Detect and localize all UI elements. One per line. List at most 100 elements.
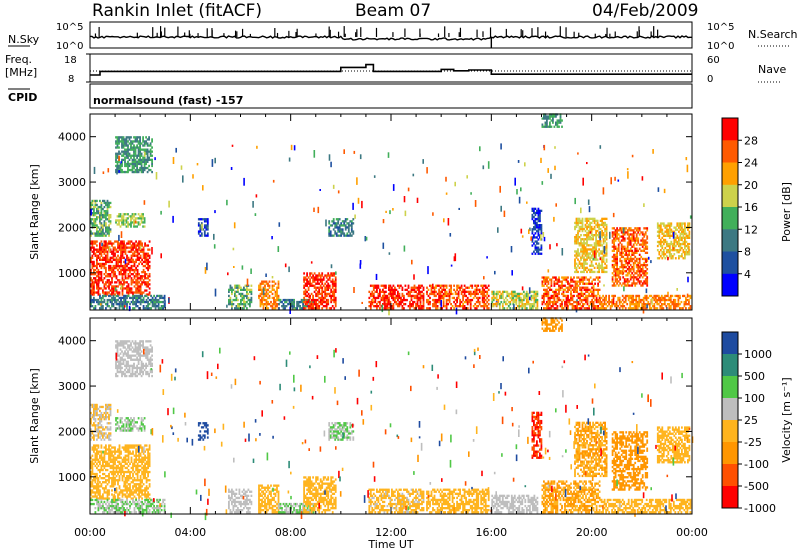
power-scatter-cell	[586, 162, 588, 165]
power-cell-0	[135, 289, 137, 292]
power-cell-0	[144, 242, 146, 245]
power-cell-0	[124, 252, 127, 255]
power-cell-0	[96, 248, 98, 251]
power-cell-0	[114, 266, 116, 270]
power-cell-12	[471, 286, 474, 289]
power-cell-0	[109, 268, 112, 272]
power-cell-12	[457, 286, 460, 289]
power-cell-7	[262, 294, 265, 298]
power-cell-9	[309, 294, 311, 298]
power-cell-12	[442, 286, 445, 289]
power-cell-16	[537, 215, 540, 219]
power-cell-2	[127, 223, 129, 226]
power-scatter-cell	[549, 244, 551, 250]
power-cell-0	[123, 250, 125, 253]
power-cell-18	[626, 274, 629, 277]
power-cell-0	[147, 293, 149, 296]
power-cell-9	[324, 290, 327, 293]
power-cell-18	[634, 272, 637, 275]
power-cell-0	[138, 244, 140, 247]
power-cell-18	[641, 282, 644, 285]
power-cell-9	[304, 303, 307, 306]
power-cell-4	[159, 296, 161, 300]
power-cell-4	[109, 294, 112, 298]
power-cell-10	[335, 226, 338, 229]
power-cell-3	[139, 142, 141, 145]
power-cell-9	[333, 307, 336, 310]
power-cell-10	[344, 218, 347, 221]
power-cell-17	[605, 234, 608, 237]
power-cell-3	[137, 150, 140, 153]
power-cell-0	[93, 260, 95, 264]
power-cell-0	[121, 240, 124, 243]
power-cell-0	[118, 266, 121, 270]
power-cell-13	[522, 294, 525, 298]
power-scatter-cell	[375, 273, 378, 280]
power-cell-9	[318, 305, 321, 308]
power-cell-19	[679, 244, 682, 248]
power-cell-7	[259, 303, 262, 306]
power-cell-0	[136, 252, 139, 255]
power-cell-19	[679, 228, 682, 231]
power-cell-19	[681, 232, 683, 235]
power-cell-1	[97, 232, 100, 235]
power-cell-19	[659, 249, 662, 252]
power-cell-2	[124, 223, 126, 226]
cpid-label: CPID	[8, 91, 37, 104]
power-cell-3	[116, 146, 119, 149]
power-cell-15	[603, 298, 606, 302]
power-cell-0	[99, 242, 101, 245]
power-cell-12	[456, 300, 458, 304]
power-cell-13	[492, 298, 495, 302]
power-cell-9	[330, 307, 333, 310]
power-cell-0	[135, 240, 137, 243]
power-cell-18	[616, 282, 618, 285]
power-cell-0	[123, 268, 125, 272]
power-cell-11	[419, 284, 422, 287]
power-cell-11	[369, 303, 372, 306]
power-cell-16	[537, 226, 540, 229]
power-cell-3	[142, 160, 144, 163]
power-cell-11	[371, 292, 374, 296]
power-cell-2	[136, 217, 138, 220]
power-cell-14	[544, 294, 547, 298]
power-cell-7	[274, 290, 277, 293]
power-cell-2	[118, 223, 120, 226]
power-cell-0	[132, 264, 134, 268]
power-cell-0	[133, 275, 136, 278]
power-cell-12	[472, 305, 475, 308]
power-scatter-cell	[500, 143, 502, 150]
power-cell-0	[99, 277, 101, 280]
power-cell-15	[638, 305, 641, 308]
power-cell-9	[306, 284, 308, 287]
power-cell-0	[130, 291, 133, 294]
power-cell-11	[386, 305, 389, 308]
power-cell-3	[124, 148, 126, 151]
power-cell-1	[109, 220, 112, 223]
power-cell-18	[614, 274, 617, 277]
power-cell-17	[596, 223, 599, 227]
power-cell-3	[143, 162, 146, 166]
power-cell-14	[570, 292, 572, 296]
power-cell-3	[125, 142, 128, 145]
power-cell-12	[436, 292, 439, 296]
power-cell-0	[144, 258, 146, 261]
power-cell-11	[398, 294, 401, 298]
power-scatter-cell	[278, 222, 281, 227]
power-cell-7	[264, 292, 266, 296]
power-cell-4	[135, 298, 137, 302]
power-cell-3	[131, 154, 134, 157]
power-scatter-cell	[373, 175, 376, 178]
power-cell-6	[243, 286, 245, 289]
power-cell-20	[552, 121, 554, 124]
power-cell-15	[630, 298, 633, 302]
power-cell-0	[90, 277, 92, 280]
power-cell-2	[133, 213, 135, 216]
power-cell-3	[139, 158, 141, 161]
power-cell-0	[118, 293, 121, 296]
power-cell-18	[626, 268, 629, 271]
power-cell-12	[466, 298, 469, 302]
power-cell-19	[673, 230, 676, 233]
power-cell-15	[650, 307, 653, 310]
power-cell-12	[439, 290, 442, 293]
